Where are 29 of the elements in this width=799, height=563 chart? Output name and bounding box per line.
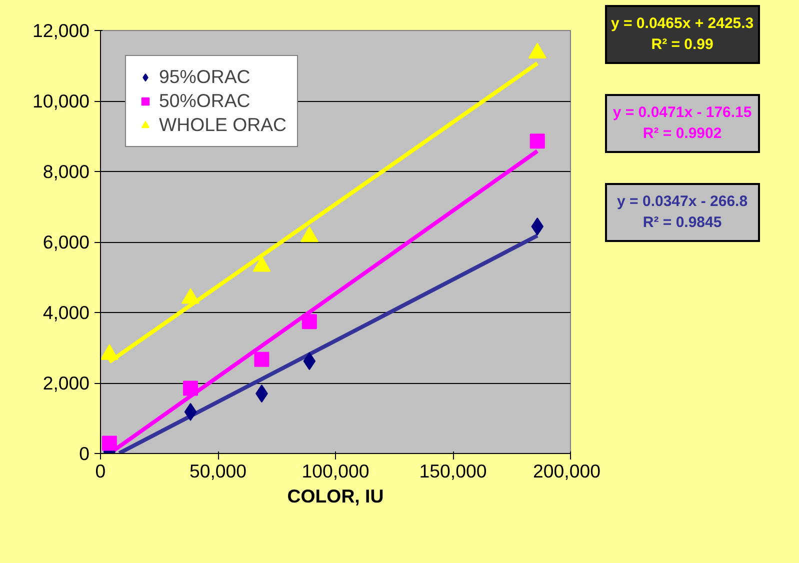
point <box>254 352 270 367</box>
y-tick-label: 2,000 <box>42 372 90 394</box>
x-tick-label: 100,000 <box>302 460 370 482</box>
point <box>183 380 198 396</box>
x-tick-label: 0 <box>95 460 106 482</box>
y-tick-label: 6,000 <box>42 232 90 252</box>
y-tick-label: 10,000 <box>32 90 90 112</box>
y-tick-label: 12,000 <box>32 20 90 41</box>
point <box>300 226 318 242</box>
y-tick-label: 0 <box>79 443 90 464</box>
point <box>302 314 317 330</box>
x-tick-label: 200,000 <box>533 460 601 482</box>
point <box>184 402 197 421</box>
point <box>252 256 271 272</box>
y-tick-label: 4,000 <box>42 302 90 323</box>
point <box>528 42 546 58</box>
x-tick-label: 150,000 <box>419 460 487 482</box>
point <box>531 217 544 236</box>
x-tick-label: 50,000 <box>189 460 247 482</box>
point <box>102 436 117 451</box>
text: y = 0.0347x - 266.8 R² = 0.9845 <box>605 182 760 242</box>
y-tick-label: 8,000 <box>42 161 90 182</box>
legend-label: WHOLE ORAC <box>159 114 286 136</box>
legend-label: 50%ORAC <box>159 90 250 112</box>
legend-label: 95%ORAC <box>159 66 250 88</box>
text: y = 0.0465x + 2425.3 R² = 0.99 <box>605 5 760 64</box>
point <box>303 352 316 370</box>
text: y = 0.0471x - 176.15 R² = 0.9902 <box>605 94 760 153</box>
x-axis-title: COLOR, IU <box>287 486 384 506</box>
